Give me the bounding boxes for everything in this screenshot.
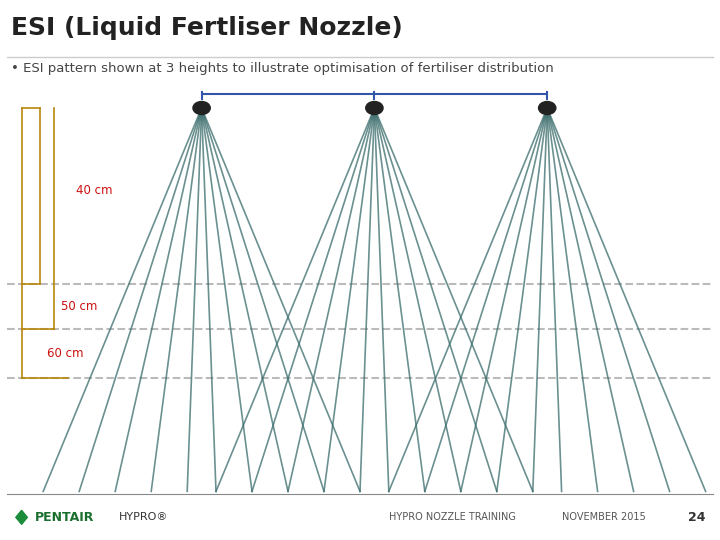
Text: 60 cm: 60 cm bbox=[47, 347, 84, 360]
Circle shape bbox=[366, 102, 383, 114]
Circle shape bbox=[193, 102, 210, 114]
Text: 40 cm: 40 cm bbox=[76, 184, 112, 197]
Polygon shape bbox=[16, 510, 27, 524]
Text: ESI (Liquid Fertliser Nozzle): ESI (Liquid Fertliser Nozzle) bbox=[11, 16, 402, 40]
Text: PENTAIR: PENTAIR bbox=[35, 511, 94, 524]
Text: HYPRO NOZZLE TRAINING: HYPRO NOZZLE TRAINING bbox=[389, 512, 516, 522]
Text: 24: 24 bbox=[688, 511, 705, 524]
Text: HYPRO®: HYPRO® bbox=[119, 512, 168, 522]
Text: • ESI pattern shown at 3 heights to illustrate optimisation of fertiliser distri: • ESI pattern shown at 3 heights to illu… bbox=[11, 62, 554, 75]
Text: 50 cm: 50 cm bbox=[61, 300, 98, 313]
Circle shape bbox=[539, 102, 556, 114]
Text: NOVEMBER 2015: NOVEMBER 2015 bbox=[562, 512, 645, 522]
